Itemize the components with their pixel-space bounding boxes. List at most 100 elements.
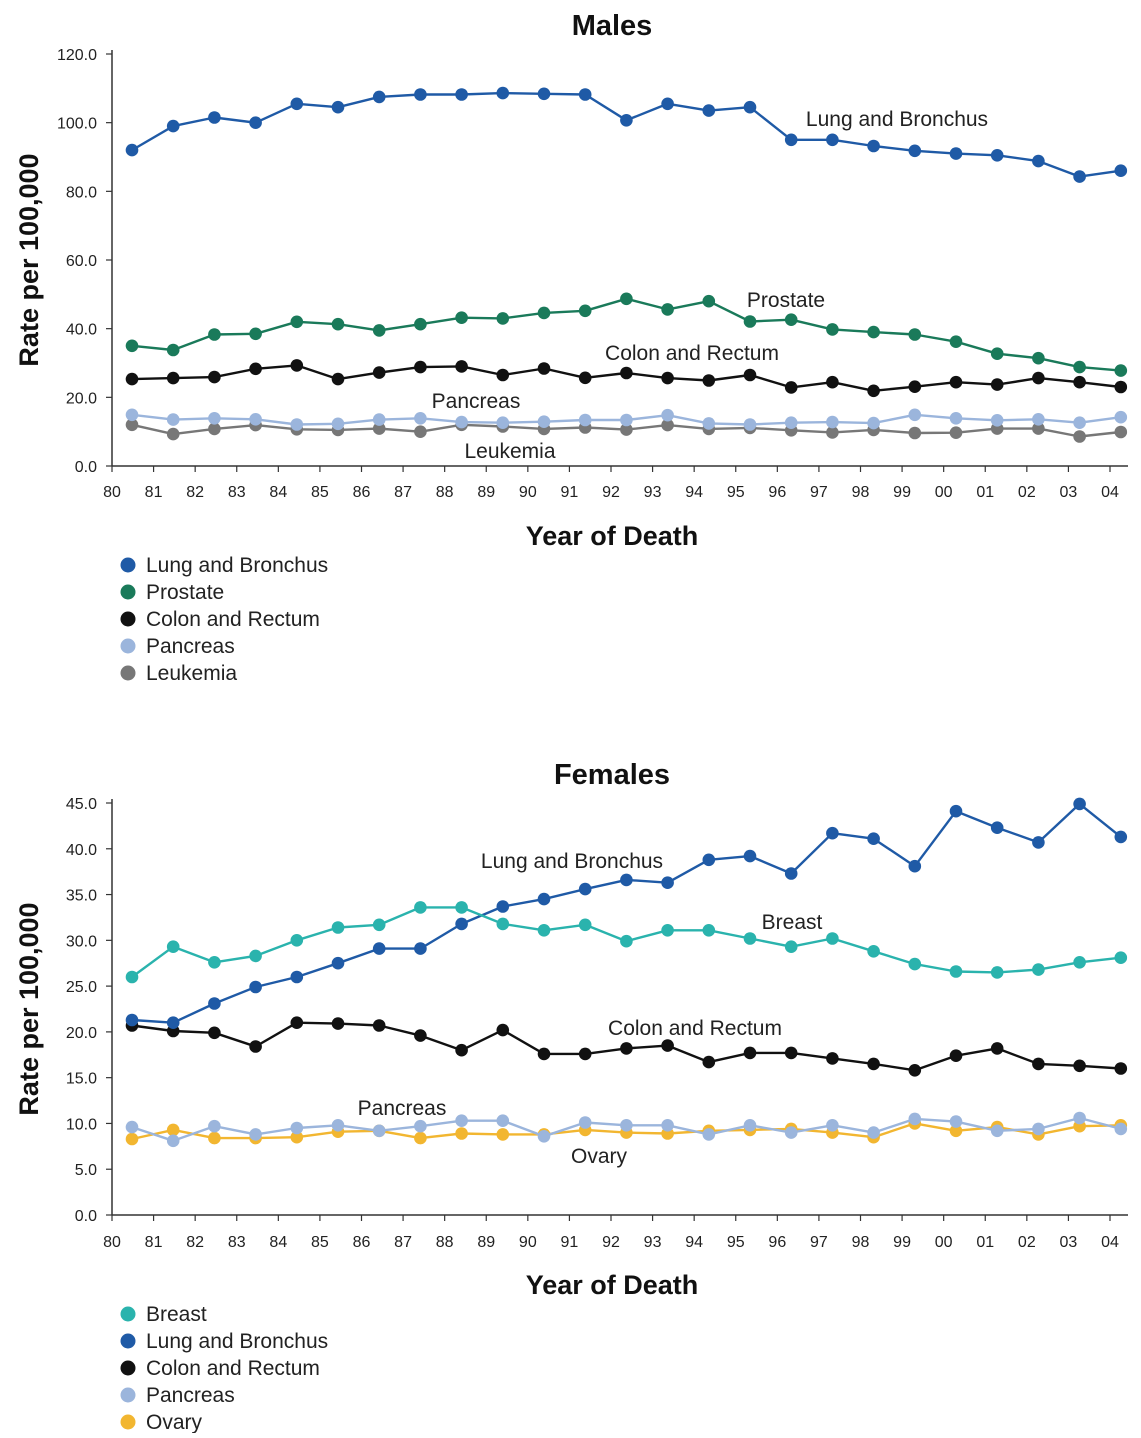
- data-point: [1032, 836, 1045, 849]
- data-point: [125, 408, 139, 422]
- data-point: [620, 366, 633, 380]
- x-tick-label: 90: [519, 484, 537, 501]
- data-point: [455, 1127, 468, 1140]
- data-point: [826, 426, 839, 439]
- legend-marker: [120, 1387, 136, 1403]
- data-point: [496, 917, 510, 931]
- data-point: [867, 384, 880, 398]
- data-point: [290, 315, 304, 329]
- data-point: [578, 88, 592, 101]
- data-point: [1114, 364, 1128, 377]
- data-point: [1032, 963, 1045, 976]
- y-tick-label: 5.0: [75, 1162, 97, 1179]
- data-point: [372, 413, 386, 426]
- legend-marker: [120, 557, 136, 573]
- data-point: [537, 87, 551, 101]
- data-point: [990, 414, 1004, 427]
- y-tick-label: 80.0: [66, 184, 97, 201]
- legend-marker: [120, 584, 136, 600]
- data-point: [661, 924, 674, 937]
- y-tick-label: 30.0: [66, 933, 97, 950]
- data-point: [1073, 1111, 1086, 1125]
- data-point: [1073, 797, 1086, 811]
- data-point: [208, 370, 221, 384]
- data-point: [331, 1119, 345, 1132]
- data-point: [620, 934, 633, 948]
- x-tick-label: 02: [1018, 1234, 1036, 1251]
- legend-marker: [120, 611, 136, 627]
- data-point: [455, 360, 468, 373]
- annotation-leukemia: Leukemia: [464, 440, 555, 463]
- series-prostate: [125, 292, 1128, 377]
- x-tick-label: 00: [935, 484, 953, 501]
- annotation-colon-and-rectum: Colon and Rectum: [605, 342, 779, 365]
- legend-marker: [120, 1360, 136, 1376]
- legend-marker: [120, 665, 136, 681]
- x-tick-label: 85: [311, 1234, 329, 1251]
- data-point: [372, 90, 386, 104]
- data-point: [743, 849, 757, 863]
- legend-marker: [120, 638, 136, 654]
- data-point: [166, 413, 180, 426]
- data-point: [1114, 380, 1128, 394]
- x-tick-label: 89: [477, 484, 495, 501]
- data-point: [249, 413, 262, 426]
- data-point: [949, 426, 963, 440]
- data-point: [908, 328, 922, 341]
- data-point: [908, 408, 922, 422]
- x-tick-label: 03: [1060, 484, 1078, 501]
- data-point: [661, 371, 674, 385]
- x-tick-label: 90: [519, 1234, 537, 1251]
- legend-marker: [120, 1414, 136, 1430]
- data-point: [826, 133, 839, 147]
- data-point: [949, 1124, 963, 1138]
- data-point: [949, 1049, 963, 1062]
- data-point: [867, 416, 880, 430]
- x-tick-label: 89: [477, 1234, 495, 1251]
- data-point: [125, 418, 139, 432]
- x-tick-label: 83: [228, 484, 246, 501]
- x-tick-label: 97: [810, 1234, 828, 1251]
- annotation-prostate: Prostate: [747, 289, 825, 312]
- data-point: [125, 339, 139, 353]
- data-point: [867, 832, 880, 845]
- data-point: [949, 375, 963, 389]
- y-axis-title: Rate per 100,000: [14, 902, 44, 1115]
- data-point: [290, 418, 304, 431]
- data-point: [1032, 351, 1045, 365]
- data-point: [826, 415, 839, 429]
- x-axis-title: Year of Death: [526, 1270, 699, 1300]
- data-point: [537, 892, 551, 906]
- data-point: [414, 1029, 427, 1042]
- data-point: [743, 1119, 757, 1132]
- y-tick-label: 40.0: [66, 842, 97, 859]
- data-point: [331, 1017, 345, 1030]
- data-point: [125, 143, 139, 157]
- data-point: [949, 804, 963, 818]
- legend-label: Leukemia: [146, 662, 237, 685]
- data-point: [331, 956, 345, 970]
- data-point: [537, 362, 551, 375]
- data-point: [867, 1057, 880, 1071]
- legend-label: Prostate: [146, 581, 224, 604]
- data-point: [455, 88, 468, 101]
- x-tick-label: 93: [644, 484, 662, 501]
- y-tick-label: 35.0: [66, 888, 97, 905]
- data-point: [620, 423, 633, 436]
- data-point: [496, 1114, 510, 1127]
- annotation-colon-and-rectum: Colon and Rectum: [608, 1017, 782, 1040]
- data-point: [537, 415, 551, 429]
- data-point: [166, 1123, 180, 1137]
- data-point: [166, 343, 180, 357]
- data-point: [784, 133, 798, 147]
- data-point: [949, 965, 963, 978]
- x-tick-label: 99: [893, 1234, 911, 1251]
- data-point: [908, 1064, 922, 1077]
- data-point: [578, 1047, 592, 1061]
- legend-label: Lung and Bronchus: [146, 1330, 328, 1353]
- y-tick-label: 100.0: [57, 116, 97, 133]
- x-tick-label: 83: [228, 1234, 246, 1251]
- y-tick-label: 20.0: [66, 1025, 97, 1042]
- x-axis-title: Year of Death: [526, 521, 699, 551]
